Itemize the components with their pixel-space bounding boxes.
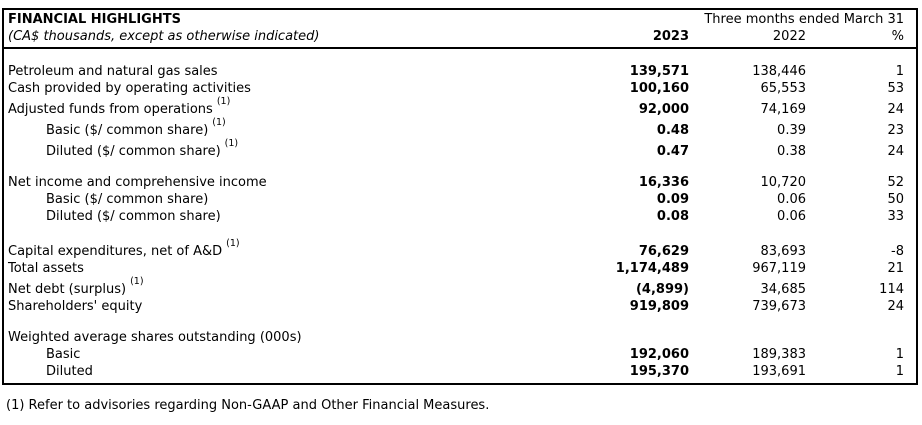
cell-2022: 193,691 xyxy=(752,364,806,379)
cell-2022: 10,720 xyxy=(760,175,807,190)
table-row: Basic ($/ common share) 0.09 0.06 50 xyxy=(4,191,916,208)
cell-2023: 0.08 xyxy=(656,209,689,224)
cell-2023: 0.48 xyxy=(656,123,689,138)
cell-percent: -8 xyxy=(891,244,904,259)
cell-2023: 192,060 xyxy=(629,347,689,362)
header-row-columns: (CA$ thousands, except as otherwise indi… xyxy=(4,28,916,45)
table-body: Petroleum and natural gas sales 139,571 13… xyxy=(4,49,916,383)
table-row: Total assets 1,174,489 967,119 21 xyxy=(4,260,916,277)
cell-2022: 34,685 xyxy=(760,282,807,297)
table-subtitle: (CA$ thousands, except as otherwise indi… xyxy=(8,29,320,44)
cell-percent: 50 xyxy=(887,192,904,207)
table-row: Adjusted funds from operations(1) 92,000 7… xyxy=(4,95,916,118)
cell-2023: (4,899) xyxy=(635,282,689,297)
cell-2022: 967,119 xyxy=(752,261,806,276)
cell-percent: 24 xyxy=(887,144,904,159)
table-row: Cash provided by operating activities 100… xyxy=(4,80,916,97)
row-label: Petroleum and natural gas sales xyxy=(8,64,218,79)
row-label: Diluted xyxy=(46,364,93,379)
table-row: Net income and comprehensive income 16,33… xyxy=(4,174,916,191)
column-header-2023: 2023 xyxy=(652,29,689,44)
cell-2023: 100,160 xyxy=(629,81,689,96)
table-row: Petroleum and natural gas sales 139,571 13… xyxy=(4,63,916,80)
cell-2023: 919,809 xyxy=(629,299,689,314)
cell-2022: 0.39 xyxy=(777,123,806,138)
cell-2023: 76,629 xyxy=(638,244,689,259)
row-label: Total assets xyxy=(8,261,84,276)
table-row: Capital expenditures, net of A&D(1) 76,62… xyxy=(4,237,916,260)
cell-percent: 53 xyxy=(887,81,904,96)
cell-2023: 0.47 xyxy=(656,144,689,159)
cell-2022: 138,446 xyxy=(752,64,806,79)
table-title: FINANCIAL HIGHLIGHTS xyxy=(8,12,181,27)
row-label: Shareholders' equity xyxy=(8,299,143,314)
table-row: Weighted average shares outstanding (000… xyxy=(4,329,916,346)
footnote-marker: (1) xyxy=(216,95,231,107)
cell-2022: 74,169 xyxy=(760,102,807,117)
row-label: Cash provided by operating activities xyxy=(8,81,251,96)
header-row-title: FINANCIAL HIGHLIGHTS Three months ended … xyxy=(4,11,916,28)
cell-percent: 21 xyxy=(887,261,904,276)
spacer-row xyxy=(4,315,916,329)
spacer-row xyxy=(4,225,916,239)
row-label: Adjusted funds from operations(1) xyxy=(8,95,231,117)
cell-2023: 16,336 xyxy=(638,175,689,190)
row-label: Net income and comprehensive income xyxy=(8,175,267,190)
footnote-marker: (1) xyxy=(226,237,240,249)
cell-percent: 23 xyxy=(887,123,904,138)
cell-2023: 139,571 xyxy=(629,64,689,79)
cell-2022: 739,673 xyxy=(752,299,806,314)
table-row: Diluted ($/ common share) 0.08 0.06 33 xyxy=(4,208,916,225)
row-label: Capital expenditures, net of A&D(1) xyxy=(8,237,240,259)
cell-percent: 33 xyxy=(887,209,904,224)
cell-2023: 0.09 xyxy=(656,192,689,207)
footnote-marker: (1) xyxy=(130,275,144,287)
spacer-row xyxy=(4,160,916,174)
period-header: Three months ended March 31 xyxy=(704,12,904,27)
cell-2023: 195,370 xyxy=(629,364,689,379)
table-row: Shareholders' equity 919,809 739,673 24 xyxy=(4,298,916,315)
cell-percent: 24 xyxy=(887,299,904,314)
cell-2022: 0.38 xyxy=(777,144,806,159)
table-row: Net debt (surplus)(1) (4,899) 34,685 114 xyxy=(4,275,916,298)
cell-2023: 1,174,489 xyxy=(615,261,689,276)
row-label: Diluted ($/ common share)(1) xyxy=(46,137,239,159)
row-label: Diluted ($/ common share) xyxy=(46,209,221,224)
cell-2023: 92,000 xyxy=(638,102,689,117)
cell-percent: 114 xyxy=(879,282,904,297)
table-row: Basic ($/ common share)(1) 0.48 0.39 23 xyxy=(4,116,916,139)
cell-percent: 1 xyxy=(895,347,904,362)
cell-2022: 0.06 xyxy=(777,209,806,224)
footnote-marker: (1) xyxy=(224,137,239,149)
table-header: FINANCIAL HIGHLIGHTS Three months ended … xyxy=(4,10,916,49)
row-label: Weighted average shares outstanding (000… xyxy=(8,330,302,345)
cell-2022: 65,553 xyxy=(760,81,807,96)
spacer-row xyxy=(4,51,916,63)
row-label: Basic ($/ common share) xyxy=(46,192,209,207)
cell-percent: 24 xyxy=(887,102,904,117)
cell-2022: 189,383 xyxy=(752,347,806,362)
column-header-2022: 2022 xyxy=(772,29,806,44)
cell-2022: 83,693 xyxy=(760,244,807,259)
footnote-marker: (1) xyxy=(212,116,226,128)
row-label: Basic xyxy=(46,347,81,362)
table-row: Diluted ($/ common share)(1) 0.47 0.38 24 xyxy=(4,137,916,160)
cell-percent: 1 xyxy=(895,364,904,379)
column-header-percent: % xyxy=(891,29,904,44)
row-label: Basic ($/ common share)(1) xyxy=(46,116,226,138)
cell-2022: 0.06 xyxy=(777,192,806,207)
footnote: (1) Refer to advisories regarding Non-GA… xyxy=(6,398,490,413)
table-row: Basic 192,060 189,383 1 xyxy=(4,346,916,363)
table-row: Diluted 195,370 193,691 1 xyxy=(4,363,916,380)
row-label: Net debt (surplus)(1) xyxy=(8,275,144,297)
cell-percent: 52 xyxy=(887,175,904,190)
cell-percent: 1 xyxy=(895,64,904,79)
financial-highlights-table: FINANCIAL HIGHLIGHTS Three months ended … xyxy=(2,8,918,385)
